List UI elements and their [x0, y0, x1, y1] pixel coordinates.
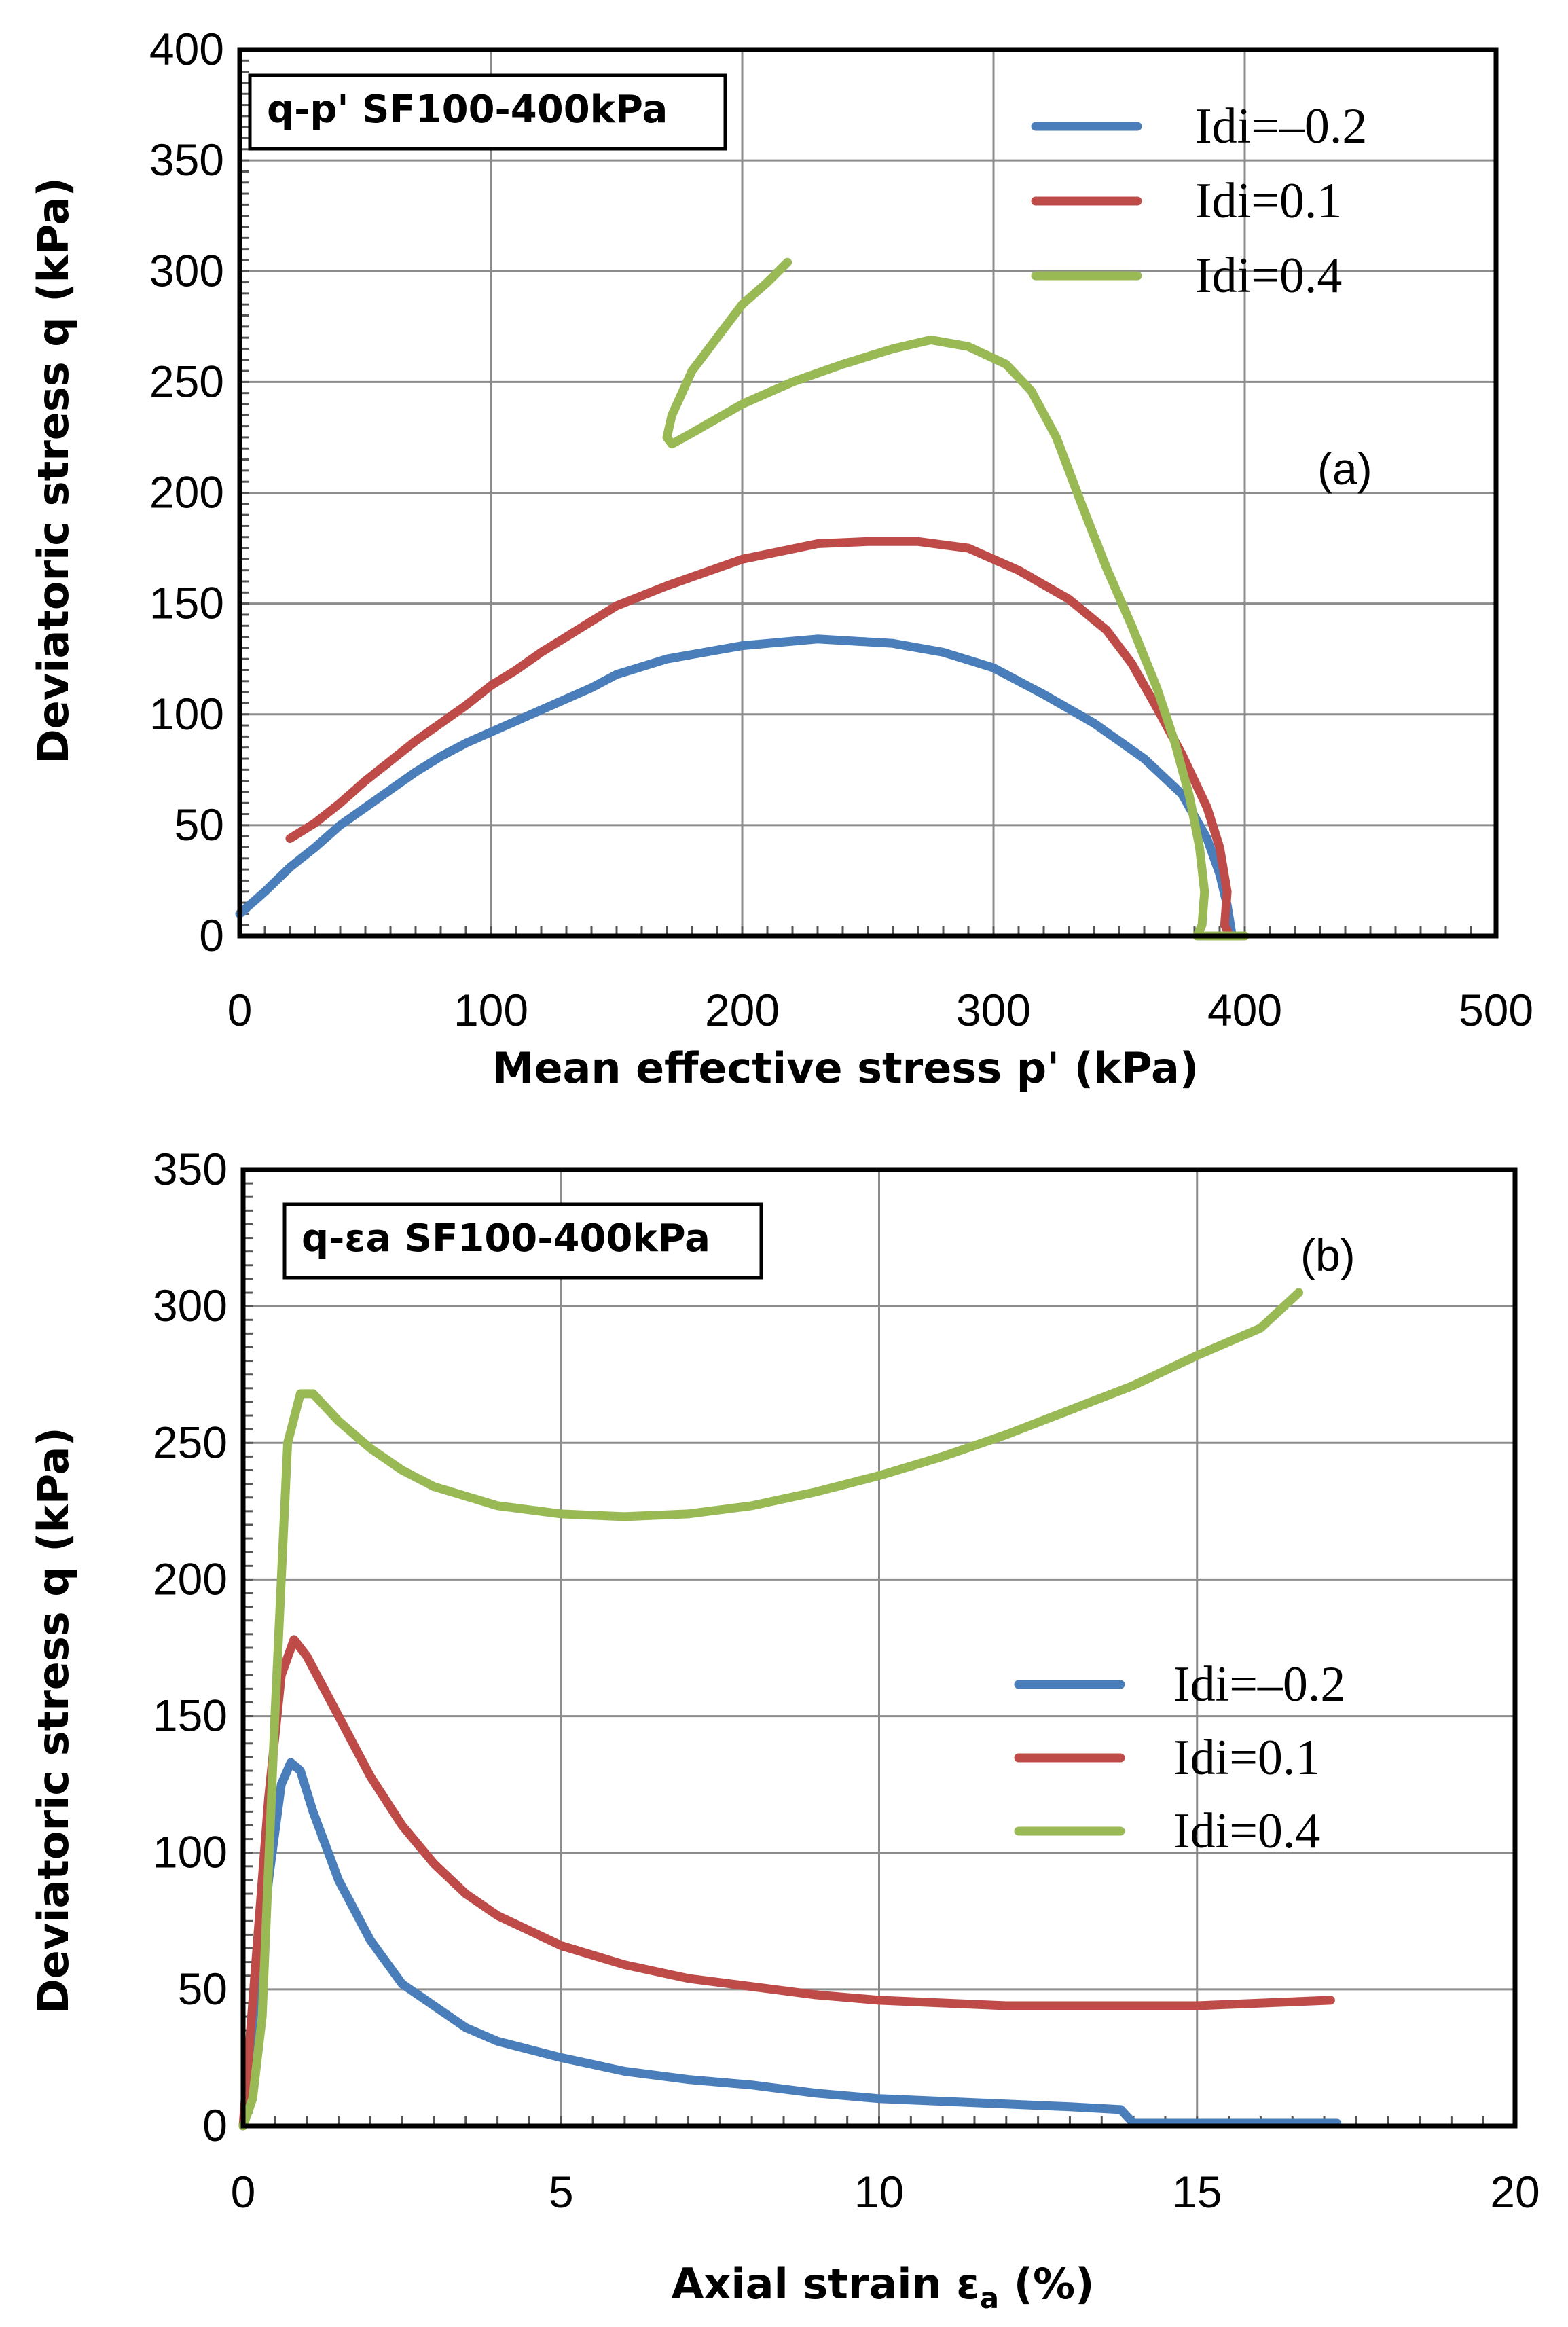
- x-tick-label: 0: [231, 2167, 256, 2217]
- series-line-Idi=0.4: [662, 257, 1250, 941]
- plot-frame: [237, 47, 1499, 939]
- y-tick-label: 0: [202, 2100, 227, 2150]
- series-line-Idi=–0.2: [235, 634, 1237, 941]
- y-tick-label: 100: [153, 1827, 227, 1877]
- x-tick-label: 400: [1207, 985, 1282, 1035]
- y-tick-label: 100: [149, 689, 224, 739]
- x-tick-label: 5: [549, 2167, 574, 2217]
- grid: [242, 1168, 1516, 2127]
- legend-label: Idi=0.4: [1173, 1803, 1320, 1859]
- series-line-Idi=0.4: [238, 1288, 1304, 2131]
- y-axis-label: Deviatoric stress q (kPa): [29, 1427, 78, 2013]
- y-tick-label: 50: [175, 799, 224, 850]
- x-tick-label: 200: [705, 985, 780, 1035]
- legend-label: Idi=0.1: [1173, 1730, 1320, 1786]
- y-tick-label: 300: [153, 1280, 227, 1331]
- x-tick-label: 20: [1490, 2167, 1539, 2217]
- x-axis-label: Axial strain εa (%): [671, 2259, 1094, 2315]
- series-lines: [238, 1288, 1342, 2131]
- panel-label: (b): [1300, 1230, 1355, 1280]
- y-tick-label: 300: [149, 245, 224, 295]
- x-tick-labels: 0 5 10 15 20: [231, 2167, 1540, 2217]
- chart-a: 0 100 200 300 400 500 0 50 100 150 200 250 300 350 40…: [29, 24, 1533, 1093]
- x-tick-labels: 0 100 200 300 400 500: [227, 985, 1533, 1035]
- y-tick-label: 50: [178, 1964, 227, 2014]
- y-tick-label: 200: [149, 467, 224, 518]
- legend: Idi=–0.2 Idi=0.1 Idi=0.4: [1031, 98, 1367, 304]
- y-tick-label: 150: [153, 1691, 227, 1741]
- y-tick-label: 350: [153, 1144, 227, 1194]
- y-tick-label: 250: [149, 356, 224, 406]
- y-tick-label: 200: [153, 1553, 227, 1604]
- box-label-frame: [282, 1202, 763, 1280]
- y-tick-label: 400: [149, 24, 224, 74]
- legend-label: Idi=0.4: [1195, 248, 1342, 304]
- series-line-Idi=–0.2: [238, 1758, 1342, 2131]
- x-axis-label: Mean effective stress p' (kPa): [492, 1043, 1199, 1093]
- box-label-frame: [248, 73, 727, 151]
- x-tick-label: 10: [854, 2167, 904, 2217]
- y-tick-labels: 0 50 100 150 200 250 300 350: [153, 1144, 227, 2150]
- panel-label: (a): [1317, 444, 1372, 494]
- series-line-Idi=0.1: [238, 1635, 1335, 2131]
- y-axis-label: Deviatoric stress q (kPa): [29, 177, 78, 763]
- x-tick-label: 500: [1459, 985, 1533, 1035]
- box-label: q-p' SF100-400kPa: [267, 88, 668, 132]
- legend-label: Idi=0.1: [1195, 173, 1342, 229]
- y-tick-label: 0: [199, 910, 224, 960]
- legend: Idi=–0.2 Idi=0.1 Idi=0.4: [1014, 1657, 1345, 1859]
- y-tick-label: 250: [153, 1417, 227, 1467]
- plot-frame: [240, 1167, 1518, 2129]
- chart-b: 0 5 10 15 20 0 50 100 150 200 250 300 350 Axial str…: [29, 1144, 1540, 2315]
- legend-label: Idi=–0.2: [1173, 1657, 1345, 1712]
- y-tick-label: 350: [149, 134, 224, 185]
- x-tick-label: 100: [454, 985, 528, 1035]
- x-tick-label: 300: [956, 985, 1031, 1035]
- y-tick-label: 150: [149, 578, 224, 628]
- x-tick-label: 0: [227, 985, 253, 1035]
- box-label: q-εa SF100-400kPa: [302, 1216, 710, 1261]
- series-lines: [235, 257, 1250, 941]
- series-line-Idi=0.1: [285, 537, 1235, 941]
- legend-label: Idi=–0.2: [1195, 98, 1367, 154]
- x-tick-label: 15: [1172, 2167, 1222, 2217]
- y-tick-labels: 0 50 100 150 200 250 300 350 400: [149, 24, 224, 960]
